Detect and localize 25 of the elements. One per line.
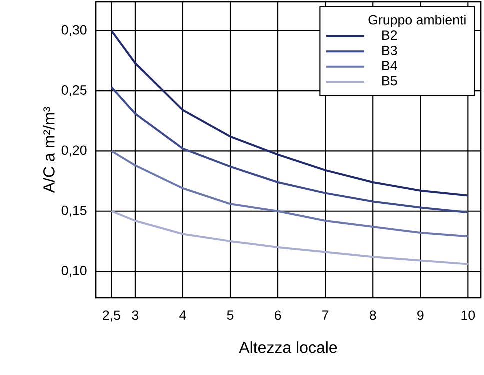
x-tick-label: 6 bbox=[275, 310, 282, 320]
line-series bbox=[110, 150, 470, 238]
line-series bbox=[110, 210, 470, 266]
y-tick-label: 0,15 bbox=[62, 206, 87, 217]
y-axis-title: A/C a m²/m³ bbox=[43, 107, 55, 194]
x-tick-label: 3 bbox=[132, 310, 139, 320]
x-tick-label: 4 bbox=[180, 310, 186, 320]
y-tick-label: 0,30 bbox=[62, 25, 87, 36]
x-tick-label: 9 bbox=[418, 310, 424, 320]
x-tick-label: 5 bbox=[227, 310, 234, 320]
line-series bbox=[110, 30, 470, 197]
x-tick-label: 7 bbox=[322, 310, 329, 320]
x-tick-label: 8 bbox=[370, 310, 376, 320]
legend-label: B5 bbox=[382, 76, 398, 86]
x-axis-title: Altezza locale bbox=[239, 342, 338, 354]
y-tick-label: 0,20 bbox=[62, 146, 87, 157]
legend-title: Gruppo ambienti bbox=[368, 14, 466, 28]
line-series bbox=[110, 86, 470, 214]
x-tick-label: 2,5 bbox=[103, 310, 120, 322]
legend-label: B2 bbox=[382, 30, 398, 40]
y-tick-label: 0,10 bbox=[62, 266, 87, 278]
x-tick-label: 10 bbox=[462, 310, 476, 320]
legend-label: B3 bbox=[382, 46, 398, 56]
y-tick-label: 0,25 bbox=[62, 86, 87, 97]
legend-label: B4 bbox=[382, 61, 398, 70]
